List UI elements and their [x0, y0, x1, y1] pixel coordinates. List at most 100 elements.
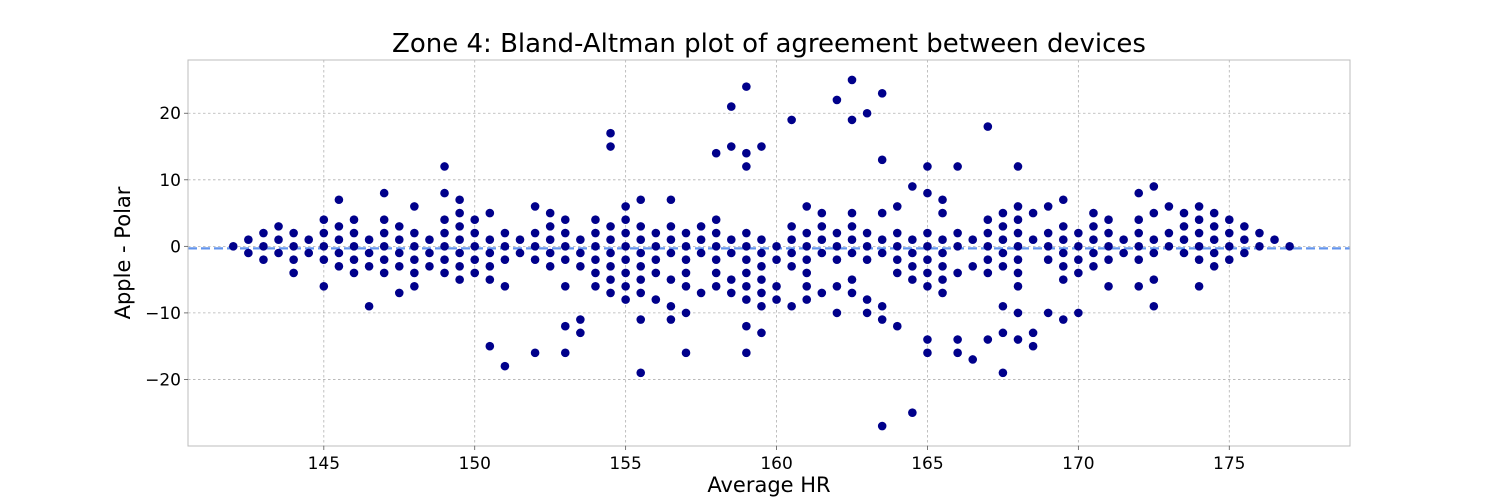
data-point — [636, 235, 646, 244]
data-point — [621, 215, 630, 225]
data-point — [1013, 268, 1023, 278]
data-point — [757, 248, 766, 258]
data-point — [636, 288, 646, 298]
data-point — [1149, 301, 1159, 311]
data-point — [908, 235, 917, 244]
data-point — [560, 255, 570, 264]
data-point — [455, 208, 464, 218]
data-point — [394, 288, 404, 298]
data-point — [983, 255, 993, 264]
data-point — [621, 295, 630, 304]
data-point — [591, 268, 600, 278]
data-point — [259, 242, 268, 251]
data-point — [440, 242, 449, 251]
data-point — [847, 115, 857, 125]
data-point — [862, 242, 872, 251]
data-point — [364, 301, 374, 311]
data-point — [726, 142, 736, 151]
chart-title: Zone 4: Bland-Altman plot of agreement b… — [392, 29, 1146, 59]
data-point — [1074, 255, 1083, 264]
data-point — [953, 335, 962, 344]
data-point — [726, 248, 736, 258]
data-point — [711, 228, 721, 238]
data-point — [1224, 255, 1234, 264]
data-point — [1149, 275, 1159, 284]
data-point — [591, 242, 600, 251]
data-point — [1149, 248, 1159, 258]
data-point — [1134, 255, 1144, 264]
data-point — [998, 301, 1008, 311]
data-point — [591, 228, 600, 238]
data-point — [1104, 242, 1113, 251]
data-point — [817, 288, 827, 298]
data-point — [938, 235, 947, 244]
data-point — [998, 368, 1008, 378]
data-point — [560, 281, 570, 291]
data-point — [802, 281, 812, 291]
data-point — [772, 255, 781, 264]
data-point — [485, 341, 495, 351]
data-point — [681, 268, 691, 278]
data-point — [1179, 222, 1189, 231]
data-point — [1043, 308, 1053, 318]
data-point — [394, 235, 404, 244]
data-point — [349, 242, 359, 251]
data-point — [560, 321, 570, 331]
data-point — [1164, 202, 1174, 211]
data-point — [953, 228, 962, 238]
data-point — [802, 228, 812, 238]
data-point — [1194, 228, 1204, 238]
x-tick-label: 150 — [459, 454, 491, 474]
data-point — [1134, 281, 1144, 291]
data-point — [666, 301, 676, 311]
data-point — [410, 268, 419, 278]
data-point — [908, 262, 917, 271]
plot-frame — [187, 59, 1351, 447]
data-point — [1074, 308, 1083, 318]
data-point — [410, 242, 419, 251]
data-point — [757, 275, 766, 284]
data-point — [274, 248, 283, 258]
data-point — [545, 248, 555, 258]
data-point — [832, 228, 842, 238]
data-point — [485, 248, 495, 258]
data-point — [379, 268, 389, 278]
data-point — [651, 228, 661, 238]
data-point — [862, 228, 872, 238]
data-point — [742, 255, 751, 264]
data-point — [802, 242, 812, 251]
data-point — [470, 215, 480, 225]
data-point — [1043, 228, 1053, 238]
data-point — [334, 222, 344, 231]
data-point — [923, 348, 932, 358]
data-point — [1194, 281, 1204, 291]
data-point — [1179, 235, 1189, 244]
data-point — [319, 228, 329, 238]
data-point — [410, 281, 419, 291]
data-point — [455, 222, 464, 231]
data-point — [379, 255, 389, 264]
data-point — [606, 128, 615, 138]
data-point — [1013, 281, 1023, 291]
data-point — [892, 228, 902, 238]
data-point — [862, 308, 872, 318]
data-point — [1149, 182, 1159, 191]
data-point — [892, 202, 902, 211]
data-point — [1013, 242, 1023, 251]
data-point — [1240, 248, 1249, 258]
data-point — [681, 308, 691, 318]
data-point — [1134, 228, 1144, 238]
data-point — [515, 248, 525, 258]
data-point — [651, 268, 661, 278]
data-point — [455, 235, 464, 244]
data-point — [847, 235, 857, 244]
data-point — [606, 235, 615, 244]
data-point — [953, 348, 962, 358]
data-point — [862, 108, 872, 118]
data-point — [832, 255, 842, 264]
data-point — [1043, 202, 1053, 211]
data-point — [757, 288, 766, 298]
data-point — [666, 275, 676, 284]
data-point — [1074, 268, 1083, 278]
